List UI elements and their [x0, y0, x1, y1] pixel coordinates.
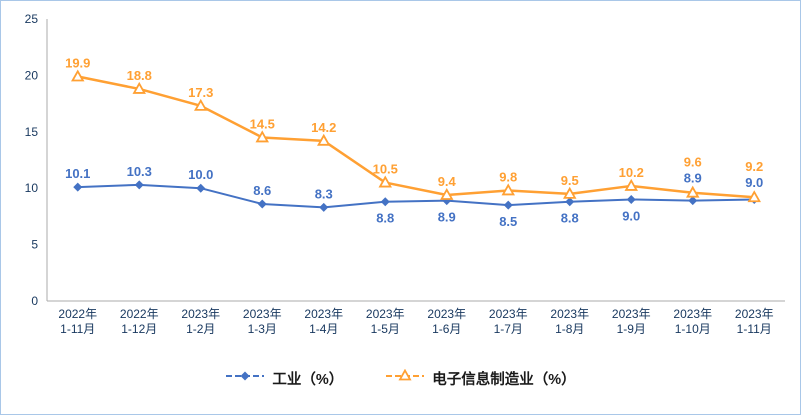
x-tick-label: 2023年: [366, 307, 405, 321]
data-label: 9.0: [622, 208, 640, 223]
x-tick-label: 1-3月: [248, 322, 277, 336]
x-tick-label: 2022年: [58, 307, 97, 321]
industry-line-marker-icon: [225, 369, 265, 388]
x-tick-label: 2023年: [427, 307, 466, 321]
triangle-marker: [563, 186, 577, 199]
y-tick-label: 10: [25, 181, 39, 195]
x-tick-label: 1-9月: [617, 322, 646, 336]
x-tick-label: 2023年: [550, 307, 589, 321]
legend-label-electronics: 电子信息制造业（%）: [432, 371, 576, 388]
data-label: 9.5: [561, 173, 579, 188]
legend-label-industry: 工业（%）: [272, 371, 344, 388]
y-tick-label: 5: [31, 238, 38, 252]
x-tick-label: 1-11月: [60, 322, 95, 336]
data-label: 8.8: [376, 211, 394, 226]
triangle-marker: [132, 81, 146, 94]
diamond-marker: [319, 202, 329, 212]
y-tick-label: 0: [31, 294, 38, 308]
legend-item-electronics: 电子信息制造业（%）: [385, 368, 576, 389]
line-chart: 05101520252022年1-11月2022年1-12月2023年1-2月2…: [25, 12, 785, 336]
x-tick-label: 1-12月: [121, 322, 157, 336]
chart-legend: 工业（%） 电子信息制造业（%）: [1, 349, 800, 407]
data-label: 19.9: [65, 56, 90, 71]
triangle-marker: [440, 187, 454, 200]
x-tick-label: 1-8月: [555, 322, 584, 336]
legend-item-industry: 工业（%）: [225, 368, 343, 389]
data-label: 9.8: [499, 169, 517, 184]
triangle-marker: [317, 133, 331, 146]
diamond-marker: [380, 197, 390, 207]
diamond-marker: [688, 196, 698, 206]
triangle-marker: [747, 190, 761, 203]
data-label: 10.0: [188, 167, 213, 182]
data-label: 17.3: [188, 85, 213, 100]
series-line-1: [77, 75, 755, 199]
diamond-marker: [626, 194, 636, 204]
x-tick-label: 1-10月: [675, 322, 711, 336]
data-label: 8.3: [315, 186, 333, 201]
y-tick-label: 15: [25, 125, 39, 139]
data-label: 10.5: [373, 162, 398, 177]
electronics-line-marker-icon: [385, 368, 425, 388]
diamond-marker: [196, 183, 206, 193]
data-label: 8.8: [561, 211, 579, 226]
diamond-marker: [73, 182, 83, 192]
x-tick-label: 1-6月: [432, 322, 461, 336]
data-label: 14.5: [250, 116, 275, 131]
x-tick-label: 2023年: [489, 307, 528, 321]
data-label: 9.4: [438, 174, 457, 189]
diamond-marker: [565, 197, 575, 207]
x-tick-label: 2023年: [673, 307, 712, 321]
data-label: 8.6: [253, 183, 271, 198]
data-label: 8.5: [499, 214, 517, 229]
data-label: 10.1: [65, 166, 90, 181]
triangle-marker: [624, 178, 638, 191]
series-line-0: [77, 183, 755, 209]
y-tick-label: 25: [25, 12, 39, 26]
x-tick-label: 1-7月: [494, 322, 523, 336]
diamond-marker: [257, 199, 267, 209]
diamond-marker: [503, 200, 513, 210]
data-label: 9.6: [684, 155, 702, 170]
x-tick-label: 2023年: [181, 307, 220, 321]
x-tick-label: 1-2月: [186, 322, 215, 336]
x-tick-label: 2023年: [304, 307, 343, 321]
x-tick-label: 2022年: [120, 307, 159, 321]
triangle-marker: [686, 185, 700, 198]
data-label: 9.2: [745, 159, 763, 174]
triangle-marker: [255, 130, 269, 143]
x-tick-label: 2023年: [243, 307, 282, 321]
data-label: 8.9: [684, 171, 702, 186]
x-tick-label: 2023年: [735, 307, 774, 321]
y-tick-label: 20: [25, 68, 39, 82]
x-tick-label: 2023年: [612, 307, 651, 321]
diamond-marker: [134, 180, 144, 190]
triangle-marker: [501, 183, 515, 196]
data-label: 8.9: [438, 210, 456, 225]
data-label: 18.8: [127, 68, 152, 83]
x-tick-label: 1-5月: [371, 322, 400, 336]
data-label: 10.3: [127, 164, 152, 179]
triangle-marker: [378, 175, 392, 188]
data-label: 10.2: [619, 165, 644, 180]
data-label: 14.2: [311, 120, 336, 135]
data-label: 9.0: [745, 175, 763, 190]
triangle-marker: [71, 69, 85, 82]
triangle-marker: [194, 98, 208, 111]
x-tick-label: 1-4月: [309, 322, 338, 336]
x-tick-label: 1-11月: [737, 322, 772, 336]
